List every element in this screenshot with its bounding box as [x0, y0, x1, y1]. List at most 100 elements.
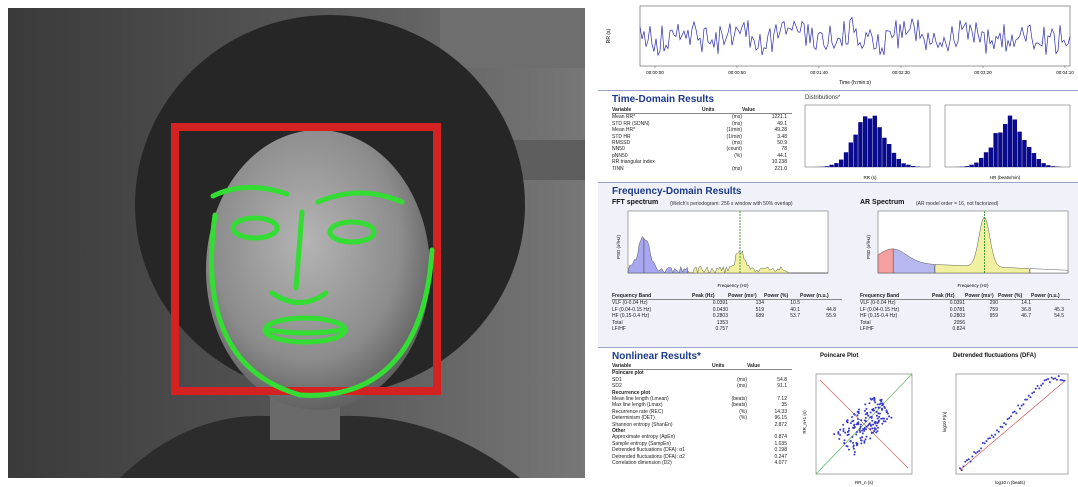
- header-cell: Power (%): [998, 293, 1031, 299]
- dfa-point: [1059, 379, 1061, 381]
- dfa-point: [1038, 387, 1040, 389]
- poincare-point: [866, 436, 868, 438]
- table-row: Correlation dimension (D2)4.077: [612, 460, 792, 466]
- hist-bar: [825, 166, 829, 167]
- face: [206, 130, 430, 410]
- subtitle: Detrended fluctuations (DFA): [953, 353, 1036, 359]
- axis-label: Frequency (Hz): [717, 283, 749, 288]
- poincare-point: [875, 407, 877, 409]
- poincare-point: [839, 434, 841, 436]
- poincare-point: [888, 415, 890, 417]
- poincare-point: [856, 423, 858, 425]
- poincare-point: [852, 442, 854, 444]
- hist-bar: [974, 163, 978, 167]
- axis-label: log10 F(n): [942, 411, 947, 432]
- header-cell: Variable: [612, 107, 702, 113]
- dfa-point: [1000, 426, 1002, 428]
- cell: (%): [712, 415, 747, 421]
- axis-label: PSD (s²/Hz): [866, 235, 871, 260]
- poincare-point: [857, 418, 859, 420]
- hist-bar: [1022, 140, 1026, 167]
- dfa-point: [1021, 405, 1023, 407]
- poincare-point: [881, 423, 883, 425]
- dfa-point: [1003, 422, 1005, 424]
- dfa-point: [991, 434, 993, 436]
- poincare-point: [867, 415, 869, 417]
- poincare-point: [854, 414, 856, 416]
- poincare-point: [860, 442, 862, 444]
- hist-bar: [868, 118, 872, 167]
- poincare-point: [881, 408, 883, 410]
- subtitle: Distributions*: [805, 95, 840, 101]
- cell: 55.9: [800, 313, 836, 319]
- cell: LF/HF: [860, 326, 932, 332]
- poincare-point: [853, 427, 855, 429]
- cell: 221.0: [742, 166, 787, 172]
- poincare-point: [869, 428, 871, 430]
- dfa-point: [1051, 377, 1053, 379]
- hist-bar: [887, 144, 891, 167]
- dfa-point: [1042, 383, 1044, 385]
- header-cell: Units: [702, 107, 742, 113]
- cell: 54.5: [1031, 313, 1064, 319]
- poincare-point: [886, 409, 888, 411]
- poincare-point: [881, 399, 883, 401]
- poincare-point: [884, 420, 886, 422]
- dfa-point: [1049, 381, 1051, 383]
- dfa-point: [1044, 379, 1046, 381]
- dfa-point: [1024, 399, 1026, 401]
- hist-bar: [1017, 132, 1021, 167]
- header-cell: Peak (Hz): [692, 293, 728, 299]
- poincare-point: [859, 437, 861, 439]
- header-cell: Frequency Band: [612, 293, 692, 299]
- histograms: RR (s) HR (beats/min): [803, 103, 1073, 183]
- hist-bar: [873, 116, 877, 167]
- hist-bar: [829, 165, 833, 167]
- poincare-point: [859, 429, 861, 431]
- table-row: TINN(ms)221.0: [612, 166, 792, 172]
- poincare-point: [872, 424, 874, 426]
- dfa-point: [971, 456, 973, 458]
- x-tick-label: 00:04:10: [1056, 70, 1074, 75]
- poincare-point: [878, 416, 880, 418]
- dfa-point: [1035, 388, 1037, 390]
- dfa-point: [982, 442, 984, 444]
- poincare-point: [863, 440, 865, 442]
- axis-label: PSD (s²/Hz): [616, 235, 621, 260]
- poincare-point: [876, 415, 878, 417]
- poincare-point: [860, 419, 862, 421]
- hist-bar: [984, 152, 988, 167]
- header-cell: Value: [747, 363, 787, 369]
- dfa-point: [1014, 411, 1016, 413]
- poincare-point: [877, 403, 879, 405]
- dfa-point: [968, 458, 970, 460]
- dfa-point: [977, 451, 979, 453]
- dfa-point: [996, 429, 998, 431]
- dfa-point: [1031, 392, 1033, 394]
- poincare-point: [873, 400, 875, 402]
- dfa-point: [998, 431, 1000, 433]
- hist-bar: [1008, 116, 1012, 167]
- hist-bar: [1013, 119, 1017, 167]
- hist-bar: [901, 163, 905, 167]
- subtitle: AR Spectrum: [860, 199, 904, 206]
- header-cell: Units: [712, 363, 747, 369]
- poincare-point: [863, 428, 865, 430]
- cell: 53.7: [764, 313, 800, 319]
- hist-bar: [849, 142, 853, 167]
- poincare-point: [864, 403, 866, 405]
- plot-frame: [640, 6, 1070, 66]
- dfa-point: [984, 442, 986, 444]
- poincare-point: [856, 444, 858, 446]
- cell: TINN: [612, 166, 702, 172]
- poincare-point: [874, 401, 876, 403]
- poincare-point: [864, 410, 866, 412]
- poincare-point: [843, 439, 845, 441]
